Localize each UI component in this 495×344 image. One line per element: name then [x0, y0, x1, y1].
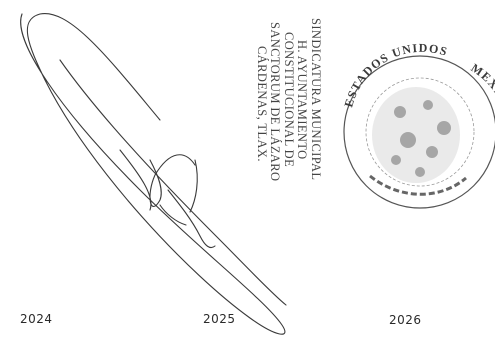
year-label: 2026 — [389, 313, 422, 327]
official-seal: ESTADOS UNIDOS MEXICANOS — [341, 41, 495, 209]
municipal-stamp: SINDICATURA MUNICIPAL H. AYUNTAMIENTO CO… — [255, 18, 323, 181]
svg-text:MEXICANOS: MEXICANOS — [468, 61, 495, 143]
stamp-line: SINDICATURA MUNICIPAL — [309, 18, 323, 181]
stamp-line: H. AYUNTAMIENTO — [295, 40, 310, 160]
seal-text-side: MEXICANOS — [468, 61, 495, 143]
year-label: 2024 — [20, 312, 53, 326]
stamp-line: SANCTORUM DE LÁZARO — [268, 22, 283, 182]
stamp-line: CONSTITUCIONAL DE — [282, 32, 296, 168]
year-label: 2025 — [203, 312, 236, 326]
handwritten-signature — [20, 13, 287, 335]
stamp-line: CÁRDENAS, TLAX. — [255, 46, 269, 162]
